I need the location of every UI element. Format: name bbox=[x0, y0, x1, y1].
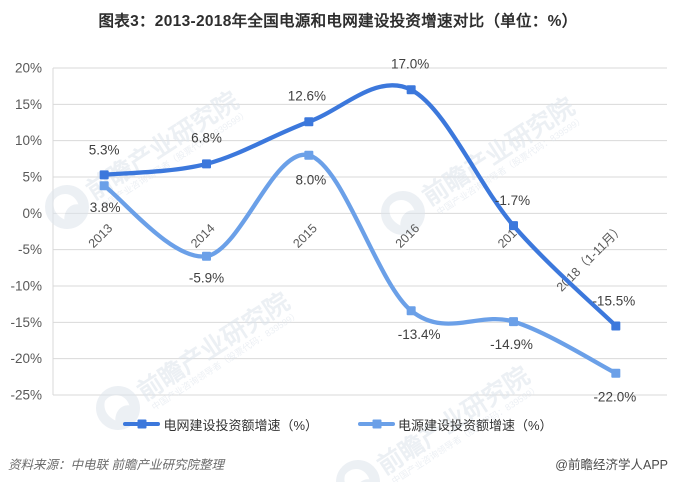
chart-legend: 电网建设投资额增速（%） 电源建设投资额增速（%） bbox=[0, 413, 676, 435]
series-0-marker bbox=[304, 117, 314, 127]
series-0-marker bbox=[202, 159, 211, 169]
x-tick-label: 2018（1-11月） bbox=[554, 221, 627, 294]
data-point-label: -15.5% bbox=[592, 293, 635, 308]
app-attribution: @前瞻经济学人APP bbox=[555, 458, 668, 472]
y-tick-label: 20% bbox=[15, 61, 42, 76]
x-tick-label: 2013 bbox=[86, 221, 116, 251]
legend-label: 电网建设投资额增速（%） bbox=[163, 417, 318, 433]
y-tick-label: -10% bbox=[10, 279, 42, 294]
x-tick-label: 2014 bbox=[188, 221, 218, 251]
y-tick-label: -5% bbox=[18, 242, 42, 257]
series-1-marker bbox=[611, 368, 621, 378]
legend-line-marker-icon bbox=[358, 419, 395, 429]
legend-item-1: 电源建设投资额增速（%） bbox=[358, 415, 553, 434]
x-tick-label: 2015 bbox=[290, 221, 320, 251]
qianzhan-logo-watermark-icon bbox=[336, 460, 380, 482]
y-tick-label: -25% bbox=[10, 388, 42, 403]
data-point-label: 12.6% bbox=[288, 88, 326, 103]
qianzhan-logo-glyph-icon bbox=[389, 200, 415, 226]
data-source-note: 资料来源：中电联 前瞻产业研究院整理 bbox=[8, 458, 224, 472]
chart-title: 图表3：2013-2018年全国电源和电网建设投资增速对比（单位：%） bbox=[98, 13, 578, 30]
y-tick-label: -20% bbox=[10, 351, 42, 366]
series-1-line bbox=[102, 152, 618, 376]
data-point-label: 8.0% bbox=[295, 173, 326, 188]
data-point-label: -1.7% bbox=[495, 193, 530, 208]
y-tick-label: 5% bbox=[22, 170, 42, 185]
series-1-marker bbox=[304, 150, 314, 160]
data-point-label: 5.3% bbox=[89, 142, 120, 157]
series-0-marker bbox=[509, 221, 518, 231]
data-point-label: 6.8% bbox=[191, 130, 222, 145]
legend-square-marker-icon bbox=[372, 419, 381, 429]
watermark-text: 前瞻产业研究院 bbox=[132, 287, 295, 407]
data-point-label: 3.8% bbox=[90, 200, 121, 215]
y-tick-label: -15% bbox=[10, 315, 42, 330]
legend-line-marker-icon bbox=[123, 419, 161, 429]
legend-item-0: 电网建设投资额增速（%） bbox=[123, 415, 318, 434]
series-0-marker bbox=[406, 85, 416, 95]
series-0-marker bbox=[99, 170, 109, 180]
qianzhan-logo-glyph-icon bbox=[104, 395, 130, 421]
data-point-label: 17.0% bbox=[391, 56, 429, 71]
series-1-marker bbox=[509, 317, 518, 327]
legend-square-marker-icon bbox=[137, 419, 147, 429]
series-0-marker bbox=[611, 321, 621, 331]
series-1-marker bbox=[99, 181, 109, 191]
y-tick-label: 0% bbox=[22, 206, 42, 221]
legend-label: 电源建设投资额增速（%） bbox=[398, 417, 553, 433]
data-point-label: -13.4% bbox=[398, 327, 441, 342]
qianzhan-logo-glyph-icon bbox=[53, 194, 79, 220]
data-point-label: -22.0% bbox=[593, 390, 636, 405]
data-point-label: -5.9% bbox=[189, 271, 224, 286]
data-point-label: -14.9% bbox=[490, 337, 533, 352]
y-tick-label: 15% bbox=[15, 97, 42, 112]
series-1-marker bbox=[202, 251, 211, 261]
y-tick-label: 10% bbox=[15, 133, 42, 148]
series-1-marker bbox=[406, 306, 416, 316]
